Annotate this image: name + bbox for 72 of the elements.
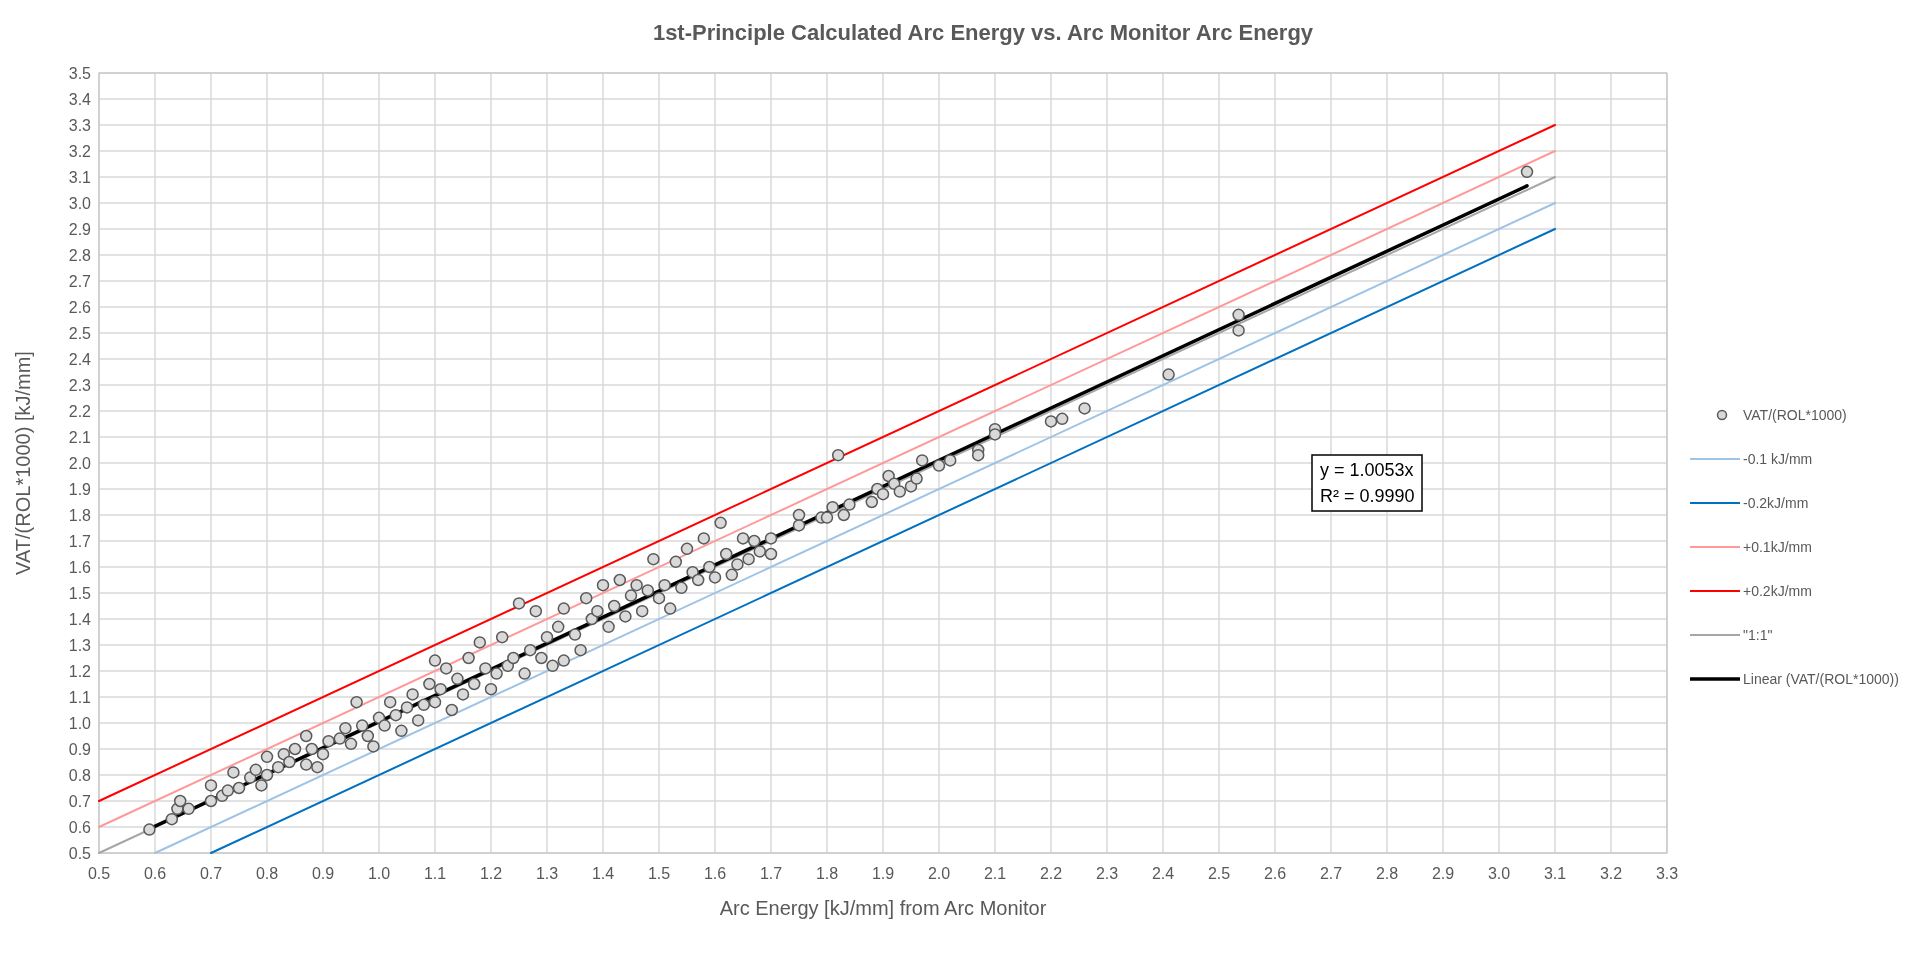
x-tick-label: 2.1 bbox=[983, 865, 1007, 882]
x-tick-label: 0.5 bbox=[87, 865, 111, 882]
x-tick-label: 2.7 bbox=[1319, 865, 1343, 882]
x-tick-label: 3.3 bbox=[1655, 865, 1679, 882]
y-tick-label: 2.8 bbox=[68, 247, 92, 264]
y-tick-label: 1.1 bbox=[68, 689, 92, 706]
y-tick-label: 2.0 bbox=[68, 455, 92, 472]
legend-label: -0.1 kJ/mm bbox=[1743, 451, 1813, 467]
y-tick-label: 0.7 bbox=[68, 793, 92, 810]
y-tick-label: 2.6 bbox=[68, 299, 92, 316]
legend-label: Linear (VAT/(ROL*1000)) bbox=[1743, 671, 1899, 687]
y-tick-label: 2.5 bbox=[68, 325, 92, 342]
x-tick-label: 1.6 bbox=[703, 865, 727, 882]
x-tick-label: 2.8 bbox=[1375, 865, 1399, 882]
y-tick-label: 2.7 bbox=[68, 273, 92, 290]
legend-label: "1:1" bbox=[1743, 627, 1773, 643]
chart-title: 1st-Principle Calculated Arc Energy vs. Arc Monitor Arc Energy bbox=[652, 20, 1314, 45]
y-tick-label: 2.3 bbox=[68, 377, 92, 394]
x-tick-label: 1.1 bbox=[423, 865, 447, 882]
x-tick-label: 2.0 bbox=[927, 865, 951, 882]
x-tick-label: 3.0 bbox=[1487, 865, 1511, 882]
y-tick-label: 1.2 bbox=[68, 663, 92, 680]
x-tick-label: 3.1 bbox=[1543, 865, 1567, 882]
x-tick-label: 0.8 bbox=[255, 865, 279, 882]
x-tick-label: 1.3 bbox=[535, 865, 559, 882]
y-tick-label: 2.4 bbox=[68, 351, 92, 368]
y-tick-label: 0.5 bbox=[68, 845, 92, 862]
x-tick-label: 1.2 bbox=[479, 865, 503, 882]
x-tick-label: 3.2 bbox=[1599, 865, 1623, 882]
legend-label: +0.1kJ/mm bbox=[1743, 539, 1812, 555]
y-tick-label: 2.2 bbox=[68, 403, 92, 420]
x-tick-label: 1.5 bbox=[647, 865, 671, 882]
x-tick-label: 0.6 bbox=[143, 865, 167, 882]
y-tick-label: 0.6 bbox=[68, 819, 92, 836]
x-tick-label: 2.3 bbox=[1095, 865, 1119, 882]
x-tick-label: 0.7 bbox=[199, 865, 223, 882]
y-tick-label: 1.8 bbox=[68, 507, 92, 524]
y-tick-label: 1.3 bbox=[68, 637, 92, 654]
y-tick-label: 0.8 bbox=[68, 767, 92, 784]
y-tick-label: 2.9 bbox=[68, 221, 92, 238]
x-axis-title: Arc Energy [kJ/mm] from Arc Monitor bbox=[719, 897, 1047, 919]
y-tick-label: 3.0 bbox=[68, 195, 92, 212]
y-tick-label: 1.9 bbox=[68, 481, 92, 498]
y-tick-label: 1.4 bbox=[68, 611, 92, 628]
y-tick-label: 3.2 bbox=[68, 143, 92, 160]
y-tick-label: 0.9 bbox=[68, 741, 92, 758]
y-tick-label: 1.0 bbox=[68, 715, 92, 732]
x-tick-label: 2.6 bbox=[1263, 865, 1287, 882]
y-tick-label: 1.7 bbox=[68, 533, 92, 550]
x-tick-label: 2.2 bbox=[1039, 865, 1063, 882]
x-tick-label: 2.5 bbox=[1207, 865, 1231, 882]
x-tick-label: 1.7 bbox=[759, 865, 783, 882]
legend-label: VAT/(ROL*1000) bbox=[1743, 407, 1847, 423]
x-tick-label: 1.8 bbox=[815, 865, 839, 882]
y-tick-label: 3.5 bbox=[68, 65, 92, 82]
x-tick-label: 2.4 bbox=[1151, 865, 1175, 882]
y-axis-title: VAT/(ROL*1000) [kJ/mm] bbox=[12, 351, 34, 575]
x-tick-label: 2.9 bbox=[1431, 865, 1455, 882]
y-tick-label: 3.4 bbox=[68, 91, 92, 108]
annotation: R² = 0.9990 bbox=[1320, 486, 1415, 506]
legend-label: -0.2kJ/mm bbox=[1743, 495, 1809, 511]
annotation: y = 1.0053x bbox=[1320, 460, 1414, 480]
y-tick-label: 1.6 bbox=[68, 559, 92, 576]
x-tick-label: 0.9 bbox=[311, 865, 335, 882]
x-tick-label: 1.0 bbox=[367, 865, 391, 882]
y-tick-label: 2.1 bbox=[68, 429, 92, 446]
y-tick-label: 3.1 bbox=[68, 169, 92, 186]
x-tick-label: 1.9 bbox=[871, 865, 895, 882]
y-tick-label: 1.5 bbox=[68, 585, 92, 602]
y-tick-label: 3.3 bbox=[68, 117, 92, 134]
legend-label: +0.2kJ/mm bbox=[1743, 583, 1812, 599]
x-tick-label: 1.4 bbox=[591, 865, 615, 882]
